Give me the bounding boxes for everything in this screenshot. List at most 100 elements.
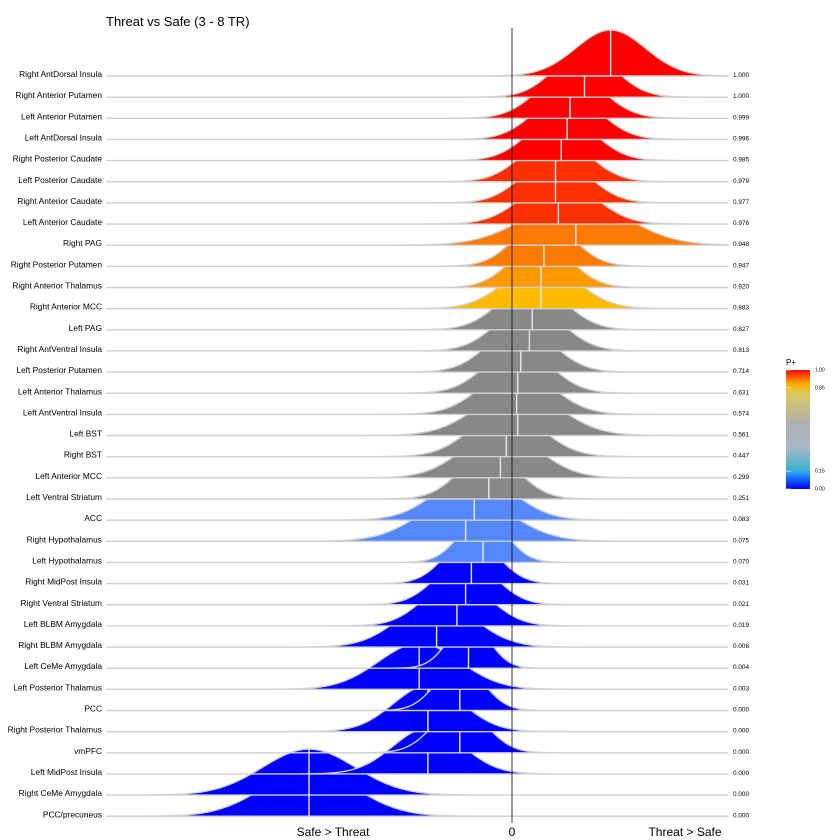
p-value-label: 0.714 <box>733 368 749 375</box>
region-label: Left Anterior Caudate <box>23 217 102 227</box>
region-label: Right AntVentral Insula <box>17 344 102 354</box>
p-value-label: 0.021 <box>733 601 749 608</box>
region-label: PCC/precuneus <box>43 809 102 819</box>
p-value-label: 0.999 <box>733 114 749 121</box>
p-value-label: 0.996 <box>733 135 749 142</box>
p-value-label: 0.447 <box>733 453 749 460</box>
ridges-group: PCC/precuneus 0.000 Right CeMe Amygdala 0.0… <box>8 29 749 819</box>
p-value-label: 0.031 <box>733 580 749 587</box>
colorbar-gradient <box>786 370 810 489</box>
density-curve <box>106 515 728 564</box>
region-label: Right Anterior Putamen <box>15 90 102 100</box>
region-label: Left AntDorsal Insula <box>25 132 103 142</box>
p-value-label: 0.948 <box>733 241 749 248</box>
colorbar-tick-label: 0.15 <box>815 469 825 475</box>
p-value-label: 0.000 <box>733 749 749 756</box>
region-label: Left AntVentral Insula <box>23 407 102 417</box>
x-label-center: 0 <box>509 825 516 839</box>
p-value-label: 0.003 <box>733 685 749 692</box>
colorbar-title: P+ <box>786 358 796 367</box>
region-label: Left BST <box>69 429 102 439</box>
region-label: ACC <box>84 513 102 523</box>
density-curve <box>106 240 728 289</box>
p-value-label: 0.299 <box>733 474 749 481</box>
p-value-label: 0.070 <box>733 558 749 565</box>
region-label: Left Hypothalamus <box>32 555 102 565</box>
density-curve <box>106 410 728 458</box>
p-value-label: 0.827 <box>733 326 749 333</box>
ridge-0: Right AntDorsal Insula 1.000 <box>19 29 749 79</box>
region-label: Right Anterior MCC <box>30 302 102 312</box>
region-label: Left MidPost Insula <box>31 767 103 777</box>
chart-title: Threat vs Safe (3 - 8 TR) <box>106 14 250 29</box>
p-value-label: 0.075 <box>733 537 749 544</box>
region-label: Right Hypothalamus <box>27 534 102 544</box>
density-curve <box>106 558 728 606</box>
density-curve <box>106 261 728 310</box>
p-value-label: 0.000 <box>733 812 749 819</box>
p-value-label: 0.947 <box>733 262 749 269</box>
p-value-label: 0.561 <box>733 432 749 439</box>
region-label: Right Anterior Caudate <box>17 196 102 206</box>
region-label: Left Posterior Putamen <box>16 365 102 375</box>
region-label: Left Anterior MCC <box>35 471 102 481</box>
density-curve <box>106 536 728 585</box>
colorbar-tick-label: 0.00 <box>815 487 825 493</box>
p-value-label: 0.985 <box>733 157 749 164</box>
region-label: Right Posterior Caudate <box>13 154 103 164</box>
p-value-label: 1.000 <box>733 93 749 100</box>
region-label: Right Posterior Putamen <box>11 259 103 269</box>
region-label: Right CeMe Amygdala <box>19 788 103 798</box>
p-value-label: 0.631 <box>733 389 749 396</box>
density-curve <box>106 473 728 521</box>
p-value-label: 0.920 <box>733 284 749 291</box>
p-value-label: 0.000 <box>733 791 749 798</box>
colorbar: P+ 1.00 0.85 0.15 0.00 <box>786 358 825 493</box>
p-value-label: 0.976 <box>733 220 749 227</box>
region-label: Right BST <box>64 450 102 460</box>
region-label: vmPFC <box>74 746 102 756</box>
region-label: Right Anterior Thalamus <box>12 281 102 291</box>
x-label-right: Threat > Safe <box>648 825 721 839</box>
colorbar-tick-label: 0.85 <box>815 385 825 391</box>
ridge-34: Right CeMe Amygdala 0.000 <box>19 748 749 798</box>
density-curve <box>106 367 728 416</box>
density-curve <box>106 346 728 394</box>
density-curve <box>106 29 729 77</box>
p-value-label: 0.000 <box>733 770 749 777</box>
p-value-label: 0.883 <box>733 305 749 312</box>
region-label: Right PAG <box>63 238 102 248</box>
x-label-left: Safe > Threat <box>297 825 370 839</box>
region-label: Right MidPost Insula <box>25 577 102 587</box>
density-curve <box>106 706 728 754</box>
p-value-label: 0.000 <box>733 707 749 714</box>
colorbar-tick-label: 1.00 <box>815 368 825 374</box>
p-value-label: 0.251 <box>733 495 749 502</box>
colorbar-ticks: 1.00 0.85 0.15 0.00 <box>786 368 825 493</box>
density-curve <box>106 663 728 712</box>
region-label: Right AntDorsal Insula <box>19 69 102 79</box>
density-curve <box>106 304 728 352</box>
density-curve <box>106 431 728 479</box>
density-curve <box>106 748 728 796</box>
region-label: Right Ventral Striatum <box>21 598 102 608</box>
region-label: Left PAG <box>69 323 102 333</box>
p-value-label: 0.008 <box>733 643 749 650</box>
region-label: Right Posterior Thalamus <box>8 725 102 735</box>
p-value-label: 0.019 <box>733 622 749 629</box>
density-curve <box>106 283 728 331</box>
density-curve <box>106 621 728 669</box>
density-curve <box>106 452 728 500</box>
region-label: Right BLBM Amygdala <box>18 640 102 650</box>
p-value-label: 0.979 <box>733 178 749 185</box>
p-value-label: 0.083 <box>733 516 749 523</box>
density-curve <box>106 769 728 817</box>
p-value-label: 0.004 <box>733 664 749 671</box>
density-curve <box>106 325 728 373</box>
p-value-label: 0.977 <box>733 199 749 206</box>
density-curve <box>106 219 728 268</box>
region-label: Left Anterior Thalamus <box>18 386 102 396</box>
p-value-label: 0.000 <box>733 728 749 735</box>
region-label: Left Posterior Caudate <box>18 175 102 185</box>
